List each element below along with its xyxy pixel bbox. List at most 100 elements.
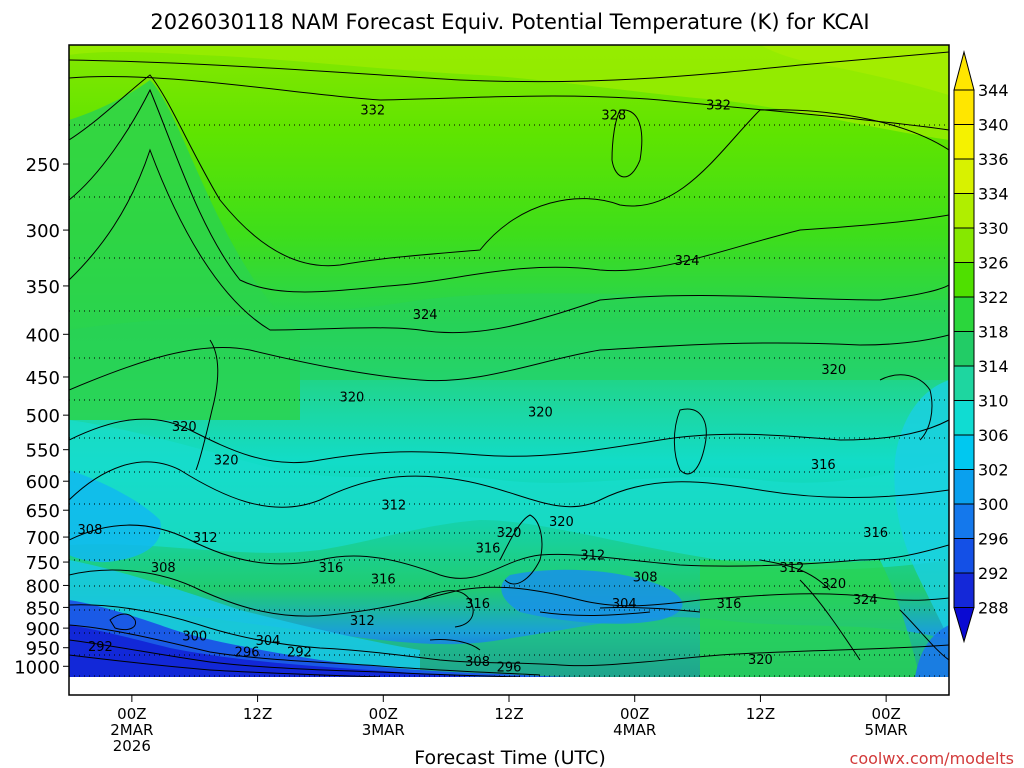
colorbar-segment: [953, 365, 975, 401]
x-tick-label: 00Z: [620, 705, 649, 723]
colorbar-segment: [953, 503, 975, 539]
contour-label: 320: [497, 526, 522, 541]
colorbar: 344 340 336 334 330 326 322 318 314 310 306 302 300 2…: [953, 50, 1009, 644]
y-tick-label: 350: [26, 277, 60, 298]
colorbar-label: 310: [978, 392, 1009, 411]
x-tick-label: 12Z: [746, 705, 775, 723]
colorbar-segment: [953, 400, 975, 436]
colorbar-label: 318: [978, 323, 1009, 342]
contour-label: 320: [549, 515, 574, 530]
colorbar-label: 340: [978, 116, 1009, 135]
contour-label: 308: [633, 570, 658, 585]
contour-lines: [69, 51, 949, 677]
contour-label: 312: [580, 549, 605, 564]
contour-label: 332: [360, 103, 385, 118]
contour-label: 308: [151, 561, 176, 576]
contour-label: 316: [318, 561, 343, 576]
field-left-blue-pocket: [69, 470, 161, 563]
contour-label: 308: [78, 523, 103, 538]
contour-label: 324: [675, 254, 700, 269]
colorbar-label: 300: [978, 495, 1009, 514]
contour-label: 312: [350, 614, 375, 629]
watermark: coolwx.com/modelts: [850, 749, 1014, 768]
x-axis-label: Forecast Time (UTC): [414, 747, 605, 768]
colorbar-segment: [953, 331, 975, 367]
colorbar-label: 330: [978, 219, 1009, 238]
contour-label: 320: [172, 420, 197, 435]
chart-title: 2026030118 NAM Forecast Equiv. Potential…: [150, 10, 869, 34]
colorbar-segment: [953, 158, 975, 194]
colorbar-label: 296: [978, 530, 1009, 549]
field-cyan-band: [69, 420, 949, 570]
y-tick-label: 750: [26, 553, 60, 574]
colorbar-label: 288: [978, 599, 1009, 618]
x-tick-label: 2MAR: [110, 721, 153, 739]
contour-label: 316: [465, 597, 490, 612]
y-tick-label: 800: [26, 576, 60, 597]
y-tick-label: 500: [26, 406, 60, 427]
contour-label: 300: [182, 629, 207, 644]
contour-label: 324: [413, 308, 438, 323]
colorbar-segment: [953, 469, 975, 505]
x-tick-label: 12Z: [494, 705, 523, 723]
y-tick-label: 300: [26, 221, 60, 242]
colorbar-bottom-arrow: [953, 607, 975, 644]
contour-label: 316: [717, 597, 742, 612]
y-tick-label: 250: [26, 155, 60, 176]
y-tick-label: 600: [26, 472, 60, 493]
colorbar-label: 302: [978, 461, 1009, 480]
colorbar-segment: [953, 227, 975, 263]
terrain-band: [69, 677, 949, 695]
contour-label: 292: [287, 646, 312, 661]
contour-label: 316: [476, 541, 501, 556]
y-axis: 2503003504004505005506006507007508008509…: [14, 155, 69, 678]
colorbar-segment: [953, 193, 975, 229]
field-blue-pocket-center: [501, 569, 683, 624]
field-darkblue-lowlevel: [69, 625, 480, 677]
colorbar-label: 326: [978, 254, 1009, 273]
y-tick-label: 400: [26, 325, 60, 346]
y-tick-label: 900: [26, 619, 60, 640]
x-tick-label: 5MAR: [865, 721, 908, 739]
contour-label: 320: [821, 363, 846, 378]
contour-label: 316: [371, 573, 396, 588]
colorbar-segment: [953, 89, 975, 125]
contour-label: 328: [601, 108, 626, 123]
colorbar-label: 306: [978, 426, 1009, 445]
field-blue-right-corner: [915, 625, 949, 677]
x-tick-label: 00Z: [871, 705, 900, 723]
colorbar-label: 314: [978, 357, 1009, 376]
y-tick-label: 650: [26, 501, 60, 522]
x-tick-label: 4MAR: [613, 721, 656, 739]
plot-area: [69, 45, 949, 695]
contour-label: 296: [235, 646, 260, 661]
colorbar-segment: [953, 296, 975, 332]
contour-label: 304: [256, 634, 281, 649]
contour-label: 308: [465, 655, 490, 670]
colorbar-label: 292: [978, 564, 1009, 583]
contour-label: 332: [706, 98, 731, 113]
contour-label: 320: [528, 406, 553, 421]
y-tick-label: 1000: [14, 657, 60, 678]
colorbar-segment: [953, 538, 975, 574]
field-upper-light: [69, 45, 949, 140]
colorbar-label: 334: [978, 185, 1009, 204]
contour-label: 320: [214, 453, 239, 468]
colorbar-label: 322: [978, 288, 1009, 307]
contour-label: 324: [853, 593, 878, 608]
x-tick-label: 00Z: [117, 705, 146, 723]
contour-label: 296: [497, 660, 522, 675]
contour-label: 316: [863, 526, 888, 541]
x-tick-label: 3MAR: [362, 721, 405, 739]
x-tick-label: 2026: [113, 737, 151, 755]
contour-label: 292: [88, 640, 113, 655]
gridlines: [69, 124, 949, 677]
field-low-green-right: [700, 560, 920, 677]
x-tick-label: 00Z: [369, 705, 398, 723]
y-tick-label: 700: [26, 528, 60, 549]
colorbar-segment: [953, 262, 975, 298]
contour-label: 316: [811, 458, 836, 473]
contour-label: 312: [779, 561, 804, 576]
